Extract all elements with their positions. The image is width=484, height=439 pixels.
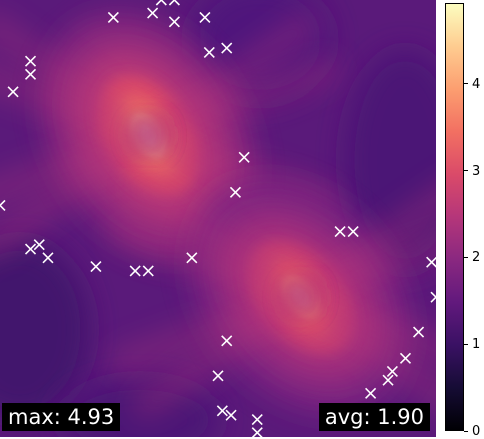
marker-x: [24, 243, 37, 255]
heat-streak: [287, 234, 436, 311]
marker-x: [168, 0, 180, 6]
marker-x: [238, 151, 250, 163]
colorbar-tick: [464, 170, 468, 172]
avg-value-label: avg: 1.90: [318, 403, 430, 431]
colorbar-tick-label: 1: [472, 337, 481, 353]
marker-x: [412, 326, 425, 338]
heatmap-svg: [0, 0, 436, 437]
marker-x: [90, 261, 102, 273]
marker-x: [107, 11, 119, 24]
heat-streak: [0, 15, 162, 149]
cool-region: [0, 240, 90, 420]
marker-x: [430, 291, 436, 303]
marker-x: [203, 46, 215, 59]
colorbar-tick: [464, 430, 468, 432]
heat-streak: [135, 57, 340, 149]
marker-x: [33, 239, 45, 251]
marker-x: [199, 11, 211, 24]
marker-x: [7, 86, 19, 98]
colorbar-tick: [464, 343, 468, 345]
marker-x: [212, 370, 224, 382]
marker-x: [225, 409, 237, 421]
marker-x: [142, 265, 154, 277]
heat-streak: [132, 175, 314, 311]
marker-x: [155, 0, 167, 6]
marker-x: [216, 405, 228, 417]
colorbar-tick-label: 2: [472, 250, 481, 266]
marker-x: [251, 413, 263, 426]
marker-x: [147, 7, 159, 19]
marker-x: [365, 387, 377, 399]
colorbar-tick: [464, 83, 468, 85]
heat-streak: [109, 284, 314, 376]
heat-source: [109, 175, 436, 420]
colorbar-tick: [464, 256, 468, 258]
marker-x: [426, 256, 436, 268]
marker-x: [251, 427, 263, 437]
marker-x: [229, 186, 242, 198]
colorbar-tick-label: 3: [472, 163, 481, 179]
heat-streak: [0, 122, 162, 204]
marker-x: [399, 352, 412, 364]
heatmap-plot: [0, 0, 436, 437]
marker-layer: [0, 0, 436, 437]
marker-x: [24, 68, 37, 80]
marker-x: [347, 226, 359, 238]
colorbar-tick-label: 4: [472, 76, 481, 92]
marker-x: [129, 265, 141, 277]
heat-field: [0, 0, 436, 437]
max-value-label: max: 4.93: [2, 403, 121, 431]
marker-x: [168, 16, 180, 28]
marker-x: [382, 374, 394, 386]
marker-x: [334, 226, 346, 238]
marker-x: [186, 252, 198, 264]
marker-x: [0, 199, 6, 211]
colorbar-tick-label: 0: [472, 424, 481, 439]
marker-x: [24, 55, 37, 67]
marker-x: [221, 42, 233, 54]
marker-x: [221, 335, 233, 347]
marker-x: [42, 252, 54, 264]
heat-streak: [287, 284, 436, 408]
colorbar: [445, 3, 464, 431]
marker-x: [386, 365, 398, 378]
heat-source: [0, 13, 340, 258]
